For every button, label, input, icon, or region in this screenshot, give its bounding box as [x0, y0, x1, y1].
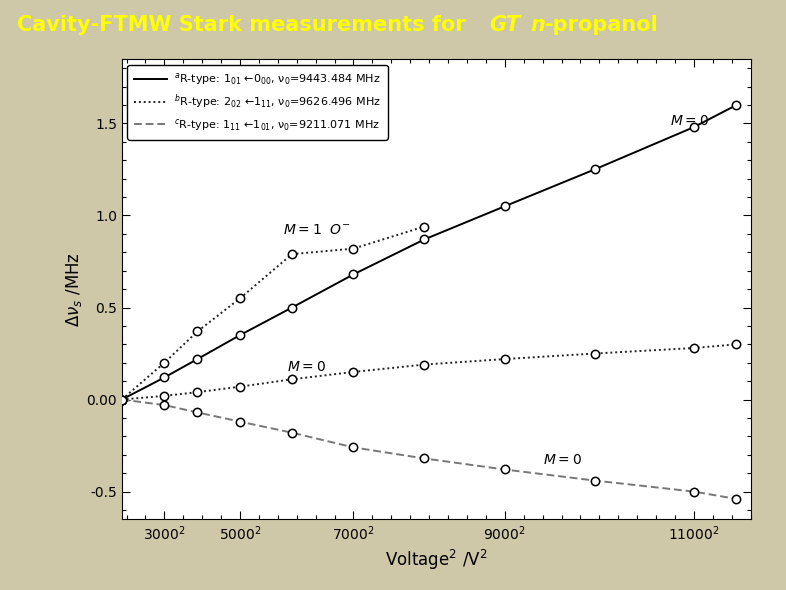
Text: Cavity-FTMW Stark measurements for: Cavity-FTMW Stark measurements for [17, 15, 466, 35]
Text: GT: GT [490, 15, 520, 35]
Text: n: n [531, 15, 545, 35]
Y-axis label: $\Delta\nu_s$ /MHz: $\Delta\nu_s$ /MHz [64, 251, 83, 327]
Text: $M=1$  $O^{-}$: $M=1$ $O^{-}$ [283, 223, 351, 237]
Legend: $^a$R-type: 1$_{01}$ ←0$_{00}$, ν$_0$=9443.484 MHz, $^b$R-type: 2$_{02}$ ←1$_{11: $^a$R-type: 1$_{01}$ ←0$_{00}$, ν$_0$=94… [127, 64, 387, 140]
Text: $M=0$: $M=0$ [542, 453, 582, 467]
Text: $M=0$: $M=0$ [670, 114, 709, 128]
Text: $M=0$: $M=0$ [288, 360, 326, 374]
Text: -propanol: -propanol [545, 15, 659, 35]
X-axis label: Voltage$^2$ /V$^2$: Voltage$^2$ /V$^2$ [385, 548, 487, 572]
